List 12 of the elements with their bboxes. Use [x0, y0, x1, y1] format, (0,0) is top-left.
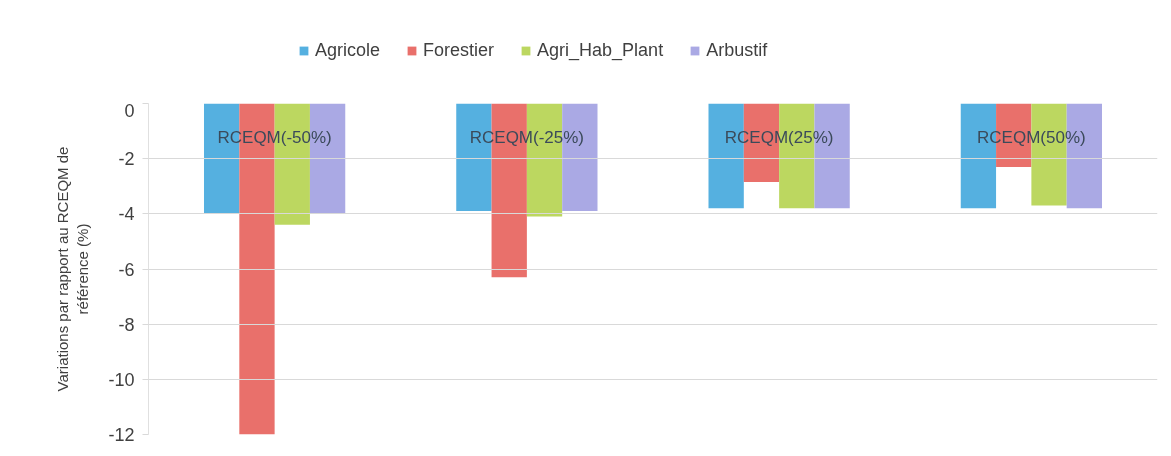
y-tick-label: -4 [118, 204, 135, 225]
y-axis-title: Variations par rapport au RCEQM de référence (%) [54, 146, 92, 392]
y-tick-label: -8 [118, 314, 135, 335]
legend-label: Arbustif [706, 40, 768, 61]
legend-label: Forestier [423, 40, 495, 61]
y-tick-label: 0 [124, 100, 135, 121]
y-tick-label: -10 [108, 369, 135, 390]
y-tick-label: -12 [108, 425, 135, 445]
legend-label: Agricole [315, 40, 381, 61]
legend-label: Agri_Hab_Plant [537, 40, 664, 61]
y-tick-label: -6 [118, 259, 135, 280]
y-tick-label: -2 [118, 149, 135, 170]
